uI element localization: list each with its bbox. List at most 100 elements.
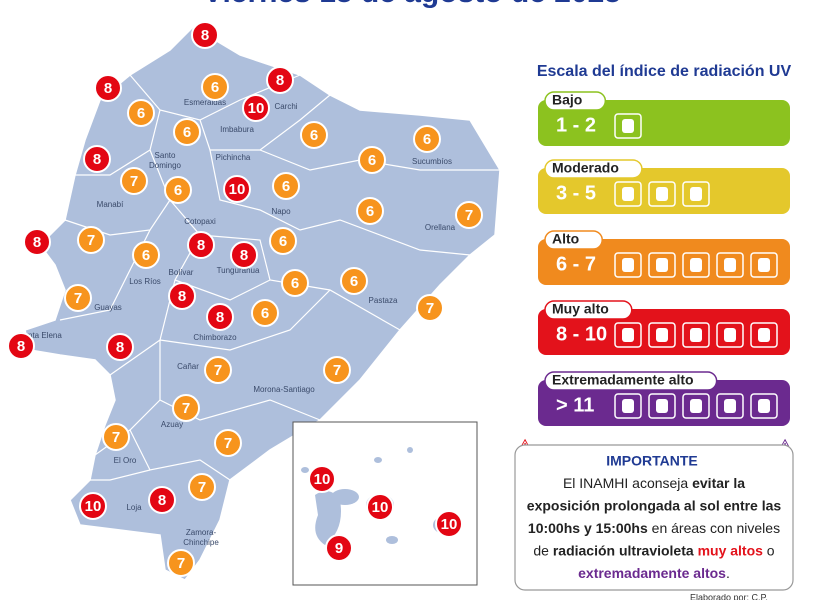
important-line: 10:00hs y 15:00hs en áreas con niveles bbox=[528, 520, 780, 536]
province-label: Esmeraldas bbox=[184, 98, 226, 107]
protection-icon bbox=[614, 113, 642, 139]
protection-icon bbox=[716, 322, 744, 348]
province-label: Guayas bbox=[94, 303, 122, 312]
uv-marker bbox=[204, 356, 232, 384]
uv-value: 10 bbox=[441, 516, 458, 533]
important-line: extremadamente altos. bbox=[578, 565, 730, 581]
protection-icon-shape bbox=[622, 399, 634, 413]
uv-value: 8 bbox=[216, 309, 224, 326]
uv-marker bbox=[167, 549, 195, 577]
uv-marker bbox=[83, 145, 111, 173]
important-text: muy altos bbox=[698, 542, 764, 558]
important-text: o bbox=[763, 542, 775, 558]
uv-marker bbox=[281, 269, 309, 297]
uv-marker bbox=[416, 294, 444, 322]
protection-icon bbox=[682, 322, 710, 348]
uv-value: 7 bbox=[224, 435, 232, 452]
uv-marker bbox=[242, 94, 270, 122]
province-label: Los Ríos bbox=[129, 277, 161, 286]
uv-marker bbox=[173, 118, 201, 146]
uv-value: 10 bbox=[314, 471, 331, 488]
uv-marker bbox=[413, 125, 441, 153]
uv-value: 7 bbox=[426, 300, 434, 317]
uv-marker bbox=[206, 303, 234, 331]
uv-value: 6 bbox=[183, 124, 191, 141]
uv-value: 6 bbox=[142, 247, 150, 264]
level-range: 6 - 7 bbox=[556, 253, 596, 275]
protection-icon bbox=[648, 393, 676, 419]
uv-marker bbox=[23, 228, 51, 256]
protection-icon-shape bbox=[690, 258, 702, 272]
province-label: Morona-Santiago bbox=[253, 385, 315, 394]
protection-icon-shape bbox=[656, 399, 668, 413]
important-text: 10:00hs y 15:00hs bbox=[528, 520, 648, 536]
uv-value: 8 bbox=[116, 339, 124, 356]
uv-marker bbox=[187, 231, 215, 259]
protection-icon bbox=[614, 322, 642, 348]
uv-value: 8 bbox=[240, 247, 248, 264]
province-label: Tungurahua bbox=[217, 266, 260, 275]
level-range: 8 - 10 bbox=[556, 323, 607, 345]
protection-icon bbox=[648, 322, 676, 348]
important-text: evitar la bbox=[692, 475, 745, 491]
level-tab bbox=[544, 159, 643, 179]
level-bar bbox=[538, 100, 790, 146]
uv-value: 6 bbox=[211, 79, 219, 96]
important-text: El INAMHI aconseja bbox=[563, 475, 692, 491]
level-name: Alto bbox=[552, 231, 579, 247]
protection-icon bbox=[750, 322, 778, 348]
protection-icon-shape bbox=[656, 258, 668, 272]
important-text: extremadamente altos bbox=[578, 565, 726, 581]
important-line: El INAMHI aconseja evitar la bbox=[563, 475, 745, 491]
uv-marker bbox=[266, 66, 294, 94]
province-label: Napo bbox=[271, 207, 291, 216]
uv-marker bbox=[172, 394, 200, 422]
uv-value: 6 bbox=[137, 105, 145, 122]
protection-icon-shape bbox=[690, 328, 702, 342]
province-label: Chimborazo bbox=[193, 333, 237, 342]
province-borders bbox=[59, 74, 500, 481]
uv-value: 6 bbox=[261, 305, 269, 322]
protection-icon bbox=[750, 393, 778, 419]
uv-value: 8 bbox=[201, 27, 209, 44]
important-text: exposición prolongada al sol entre las bbox=[527, 497, 782, 513]
level-range: > 11 bbox=[556, 394, 594, 416]
province-label: Manabí bbox=[97, 200, 124, 209]
level-name: Muy alto bbox=[552, 301, 609, 317]
uv-value: 8 bbox=[197, 237, 205, 254]
protection-icon bbox=[682, 181, 710, 207]
protection-icon-shape bbox=[622, 119, 634, 133]
uv-value: 9 bbox=[335, 540, 343, 557]
important-text: de bbox=[533, 542, 552, 558]
protection-icon bbox=[716, 393, 744, 419]
protection-icon-shape bbox=[758, 328, 770, 342]
uv-marker bbox=[251, 299, 279, 327]
uv-value: 6 bbox=[368, 152, 376, 169]
uv-marker bbox=[77, 226, 105, 254]
uv-value: 7 bbox=[74, 290, 82, 307]
protection-icon-shape bbox=[690, 187, 702, 201]
uv-value: 8 bbox=[158, 492, 166, 509]
title: Viernes 15 de agosto de 2025 bbox=[203, 0, 621, 9]
protection-icon bbox=[648, 252, 676, 278]
uv-marker bbox=[164, 176, 192, 204]
province-label: Domingo bbox=[149, 161, 182, 170]
uv-marker bbox=[188, 473, 216, 501]
province-label: Cañar bbox=[177, 362, 199, 371]
important-text: en áreas con niveles bbox=[648, 520, 780, 536]
uv-marker bbox=[223, 175, 251, 203]
protection-icon-shape bbox=[656, 187, 668, 201]
province-label: Orellana bbox=[425, 223, 456, 232]
protection-icon-shape bbox=[724, 328, 736, 342]
province-label: El Oro bbox=[114, 456, 137, 465]
uv-marker bbox=[308, 465, 336, 493]
protection-icon-shape bbox=[622, 258, 634, 272]
uv-value: 8 bbox=[178, 288, 186, 305]
uv-value: 6 bbox=[279, 233, 287, 250]
uv-value: 7 bbox=[214, 362, 222, 379]
important-text: radiación ultravioleta bbox=[553, 542, 698, 558]
uv-marker bbox=[323, 356, 351, 384]
uv-value: 6 bbox=[174, 182, 182, 199]
level-name: Bajo bbox=[552, 92, 582, 108]
uv-value: 8 bbox=[276, 72, 284, 89]
